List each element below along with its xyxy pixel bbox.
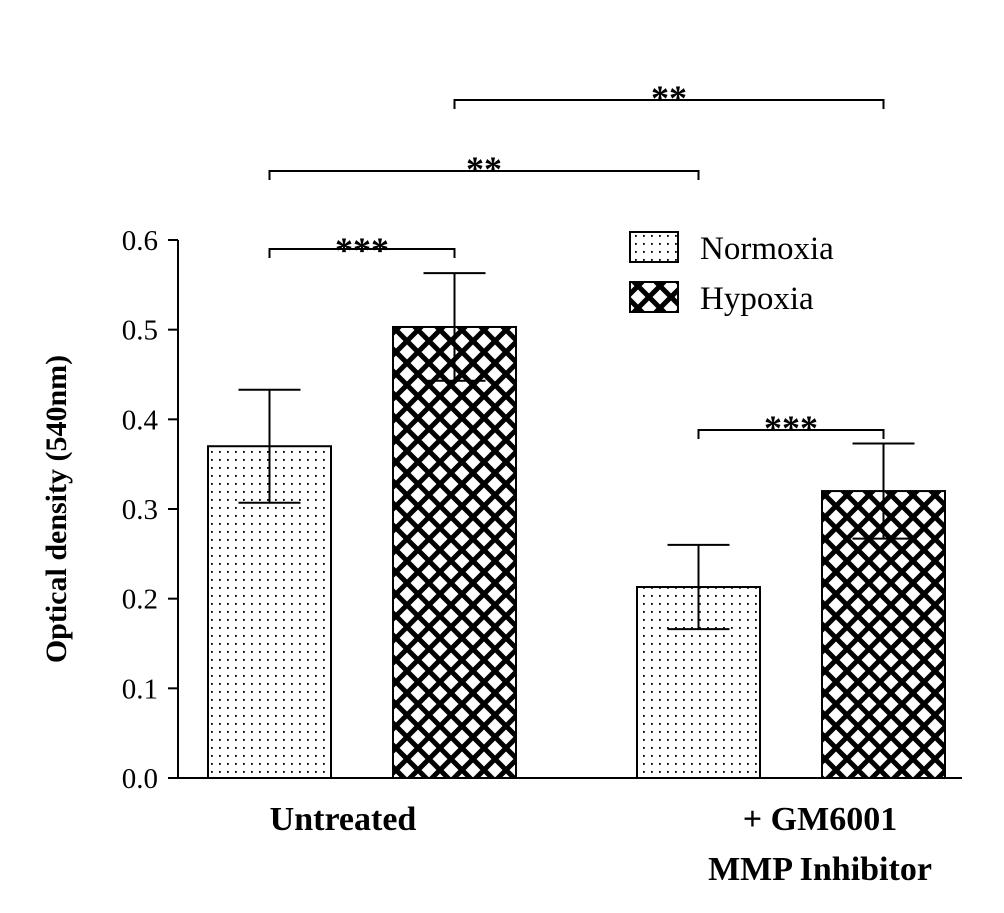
y-tick-label: 0.4	[122, 404, 159, 436]
y-tick-label: 0.5	[122, 315, 158, 347]
error-bar-normoxia-0	[238, 388, 301, 504]
significance-bracket: ***	[697, 408, 885, 448]
y-axis-label: Optical density (540nm)	[40, 355, 73, 663]
legend-label-normoxia: Normoxia	[700, 231, 834, 267]
significance-bracket: **	[268, 149, 700, 189]
legend-swatch-normoxia	[629, 231, 679, 263]
significance-label: ***	[764, 408, 818, 448]
y-axis: 0.0 0.1 0.2 0.3 0.4 0.5 0.6	[122, 225, 179, 795]
y-tick-label: 0.6	[122, 225, 158, 257]
y-tick-label: 0.3	[122, 494, 158, 526]
category-labels: Untreated + GM6001 MMP Inhibitor	[270, 801, 932, 888]
significance-bracket: **	[453, 78, 885, 118]
legend-swatch-hypoxia	[629, 281, 679, 313]
category-label-untreated: Untreated	[270, 801, 417, 838]
category-label-gm6001: + GM6001	[743, 801, 897, 838]
legend-label-hypoxia: Hypoxia	[700, 281, 814, 317]
y-tick-label: 0.1	[122, 673, 158, 705]
category-label-mmp-inhibitor: MMP Inhibitor	[708, 851, 932, 888]
y-tick-label: 0.2	[122, 584, 158, 616]
significance-label: ***	[335, 230, 389, 270]
y-tick-label: 0.0	[122, 763, 158, 795]
legend: Normoxia Hypoxia	[629, 231, 834, 317]
bar-hypoxia-0	[392, 325, 517, 779]
error-bar-hypoxia-1	[852, 442, 915, 540]
error-bar-hypoxia-0	[423, 272, 486, 382]
error-bar-normoxia-1	[667, 543, 730, 631]
significance-label: **	[651, 78, 687, 118]
significance-bracket: ***	[268, 230, 456, 270]
significance-label: **	[466, 149, 502, 189]
